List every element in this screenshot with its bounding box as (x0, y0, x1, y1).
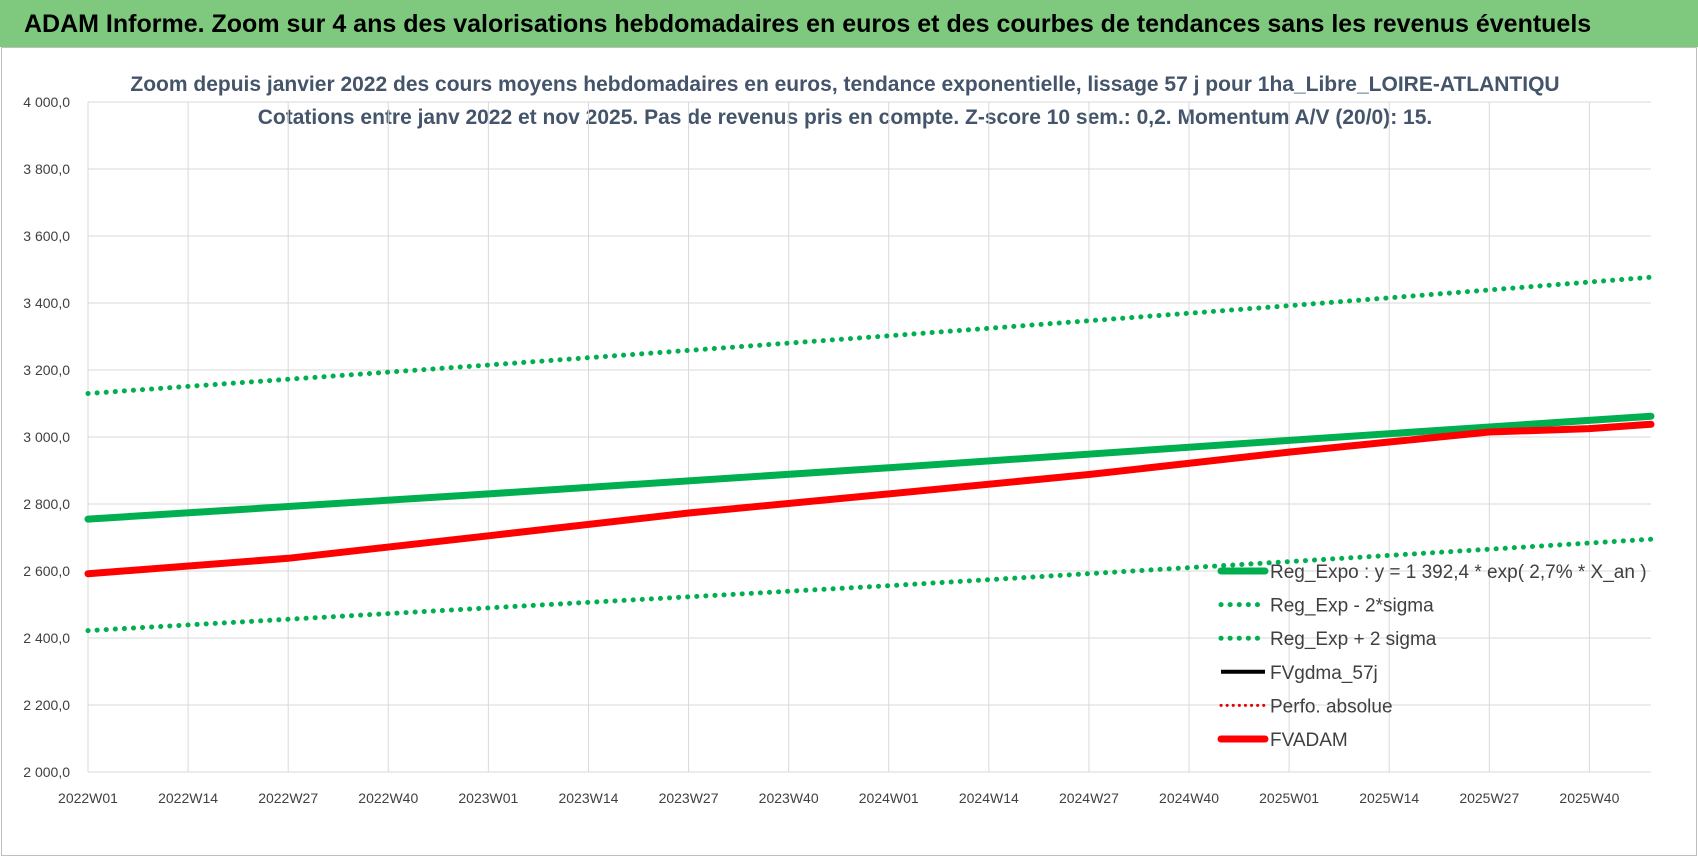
x-tick-label: 2024W01 (859, 790, 919, 806)
report-banner-title: ADAM Informe. Zoom sur 4 ans des valoris… (0, 0, 1698, 47)
x-tick-label: 2025W27 (1459, 790, 1519, 806)
series-layer (84, 274, 1655, 634)
legend: Reg_Expo : y = 1 392,4 * exp( 2,7% * X_a… (1217, 562, 1647, 751)
chart-frame (1, 47, 1697, 856)
x-tick-label: 2024W40 (1159, 790, 1219, 806)
y-tick-label: 4 000,0 (23, 94, 70, 110)
chart-title-background (200, 72, 1490, 134)
y-tick-label: 3 400,0 (23, 295, 70, 311)
y-tick-label: 3 200,0 (23, 362, 70, 378)
x-tick-label: 2025W40 (1559, 790, 1619, 806)
legend-label: Reg_Exp + 2 sigma (1270, 629, 1437, 650)
y-tick-label: 3 600,0 (23, 228, 70, 244)
x-tick-label: 2023W14 (558, 790, 618, 806)
x-tick-label: 2022W40 (358, 790, 418, 806)
x-tick-label: 2023W01 (458, 790, 518, 806)
legend-label: Reg_Exp - 2*sigma (1270, 596, 1434, 617)
y-tick-label: 3 000,0 (23, 429, 70, 445)
series-line-5 (84, 420, 1655, 578)
y-tick-label: 2 600,0 (23, 563, 70, 579)
x-tick-label: 2025W14 (1359, 790, 1419, 806)
y-tick-label: 2 200,0 (23, 697, 70, 713)
legend-label: FVADAM (1270, 730, 1348, 751)
x-tick-label: 2022W01 (58, 790, 118, 806)
y-tick-label: 2 400,0 (23, 630, 70, 646)
chart-title-line-1: Zoom depuis janvier 2022 des cours moyen… (130, 73, 1559, 96)
x-tick-label: 2022W27 (258, 790, 318, 806)
x-tick-label: 2024W27 (1059, 790, 1119, 806)
x-tick-label: 2022W14 (158, 790, 218, 806)
legend-label: Reg_Expo : y = 1 392,4 * exp( 2,7% * X_a… (1270, 562, 1647, 583)
y-tick-label: 3 800,0 (23, 161, 70, 177)
x-tick-label: 2023W40 (759, 790, 819, 806)
legend-label: Perfo. absolue (1270, 696, 1393, 717)
legend-label: FVgdma_57j (1270, 663, 1378, 684)
y-tick-label: 2 000,0 (23, 764, 70, 780)
x-tick-label: 2024W14 (959, 790, 1019, 806)
chart-title-line-2: Cotations entre janv 2022 et nov 2025. P… (258, 106, 1432, 129)
series-line-2 (85, 274, 1654, 396)
series-line-1 (85, 536, 1654, 634)
series-line-0 (84, 412, 1655, 523)
grid-layer: 2 000,0 2 200,0 2 400,0 2 600,0 2 800,0 3 000… (23, 94, 1651, 806)
y-tick-label: 2 800,0 (23, 496, 70, 512)
x-tick-label: 2023W27 (659, 790, 719, 806)
x-tick-label: 2025W01 (1259, 790, 1319, 806)
